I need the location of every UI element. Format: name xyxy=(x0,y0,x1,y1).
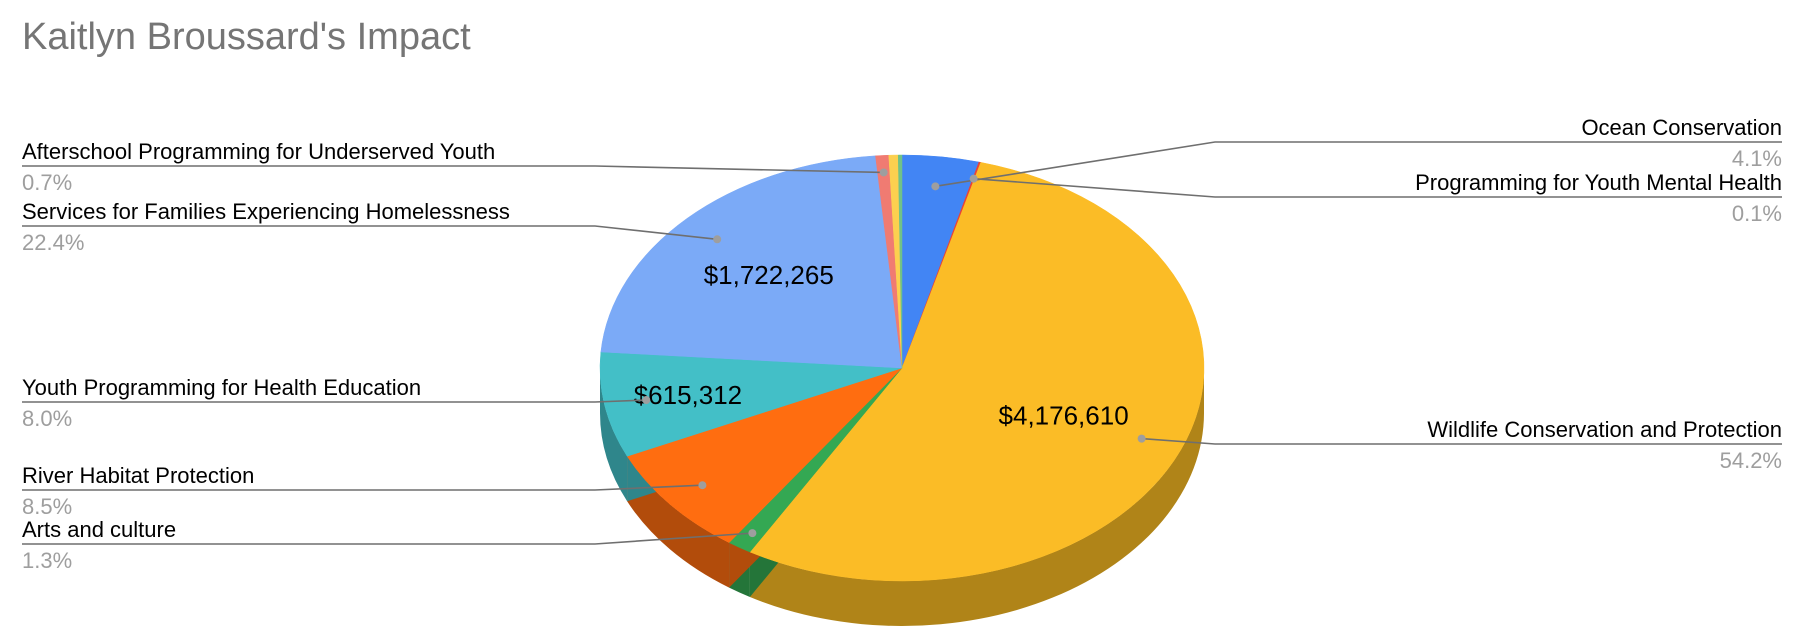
callout-afterschool-programming-for-underserved-youth: Afterschool Programming for Underserved … xyxy=(22,139,888,195)
leader-line xyxy=(22,532,753,545)
leader-dot xyxy=(1137,434,1146,443)
callout-ocean-conservation: Ocean Conservation 4.1% xyxy=(931,115,1782,191)
leader-line xyxy=(973,177,1782,198)
pie-top xyxy=(599,154,1205,582)
slice-label-wildlife-conservation-and-protection: Wildlife Conservation and Protection xyxy=(1427,417,1782,442)
slice-percent-afterschool-programming-for-underserved-youth: 0.7% xyxy=(22,170,72,195)
slice-label-youth-programming-for-health-education: Youth Programming for Health Education xyxy=(22,375,421,400)
callout-programming-for-youth-mental-health: Programming for Youth Mental Health 0.1% xyxy=(969,170,1782,226)
leader-line xyxy=(935,141,1782,188)
slice-minor-slice xyxy=(897,154,903,369)
slice-percent-services-for-families-experiencing-homelessness: 22.4% xyxy=(22,230,84,255)
leader-dot xyxy=(879,168,888,177)
callout-wildlife-conservation-and-protection: Wildlife Conservation and Protection 54.2… xyxy=(1137,417,1782,473)
callout-youth-programming-for-health-education: Youth Programming for Health Education 8.… xyxy=(22,375,651,431)
leader-line xyxy=(22,225,718,241)
leader-dot xyxy=(931,182,940,191)
leader-dot xyxy=(713,235,722,244)
callout-services-for-families-experiencing-homelessness: Services for Families Experiencing Homel… xyxy=(22,199,722,255)
slice-percent-wildlife-conservation-and-protection: 54.2% xyxy=(1720,448,1782,473)
slice-label-river-habitat-protection: River Habitat Protection xyxy=(22,463,254,488)
leader-dot xyxy=(748,529,757,538)
slice-label-afterschool-programming-for-underserved-youth: Afterschool Programming for Underserved … xyxy=(22,139,495,164)
slice-wildlife-conservation-and-protection xyxy=(749,162,1205,582)
callout-arts-and-culture: Arts and culture 1.3% xyxy=(22,517,757,573)
leader-line xyxy=(1141,437,1782,445)
leader-line xyxy=(22,484,703,491)
slice-river-habitat-protection xyxy=(626,367,903,543)
slice-label-arts-and-culture: Arts and culture xyxy=(22,517,176,542)
slice-percent-river-habitat-protection: 8.5% xyxy=(22,494,72,519)
slice-percent-youth-programming-for-health-education: 8.0% xyxy=(22,406,72,431)
leader-dot xyxy=(969,174,978,183)
leader-line xyxy=(22,165,884,174)
slice-youth-programming-for-health-education xyxy=(599,351,903,457)
leader-dot xyxy=(642,396,651,405)
callout-river-habitat-protection: River Habitat Protection 8.5% xyxy=(22,463,707,519)
slice-label-services-for-families-experiencing-homelessness: Services for Families Experiencing Homel… xyxy=(22,199,510,224)
leader-line xyxy=(22,399,647,403)
value-label-services-for-families-experiencing-homelessness: $1,722,265 xyxy=(704,260,834,290)
slice-percent-ocean-conservation: 4.1% xyxy=(1732,146,1782,171)
leader-dot xyxy=(698,481,707,490)
chart-title: Kaitlyn Broussard's Impact xyxy=(22,16,471,58)
slice-side-wildlife-conservation-and-protection xyxy=(749,368,1204,626)
pie-labels: $4,176,610 $615,312 $1,722,265 Ocean Conser… xyxy=(22,115,1782,573)
slice-services-for-families-experiencing-homelessness xyxy=(600,155,903,369)
slice-label-ocean-conservation: Ocean Conservation xyxy=(1581,115,1782,140)
value-label-youth-programming-for-health-education: $615,312 xyxy=(634,380,742,410)
slice-side-youth-programming-for-health-education xyxy=(600,368,628,502)
slice-label-programming-for-youth-mental-health: Programming for Youth Mental Health xyxy=(1415,170,1782,195)
value-label-wildlife-conservation-and-protection: $4,176,610 xyxy=(999,401,1129,431)
slice-percent-programming-for-youth-mental-health: 0.1% xyxy=(1732,201,1782,226)
slice-percent-arts-and-culture: 1.3% xyxy=(22,548,72,573)
